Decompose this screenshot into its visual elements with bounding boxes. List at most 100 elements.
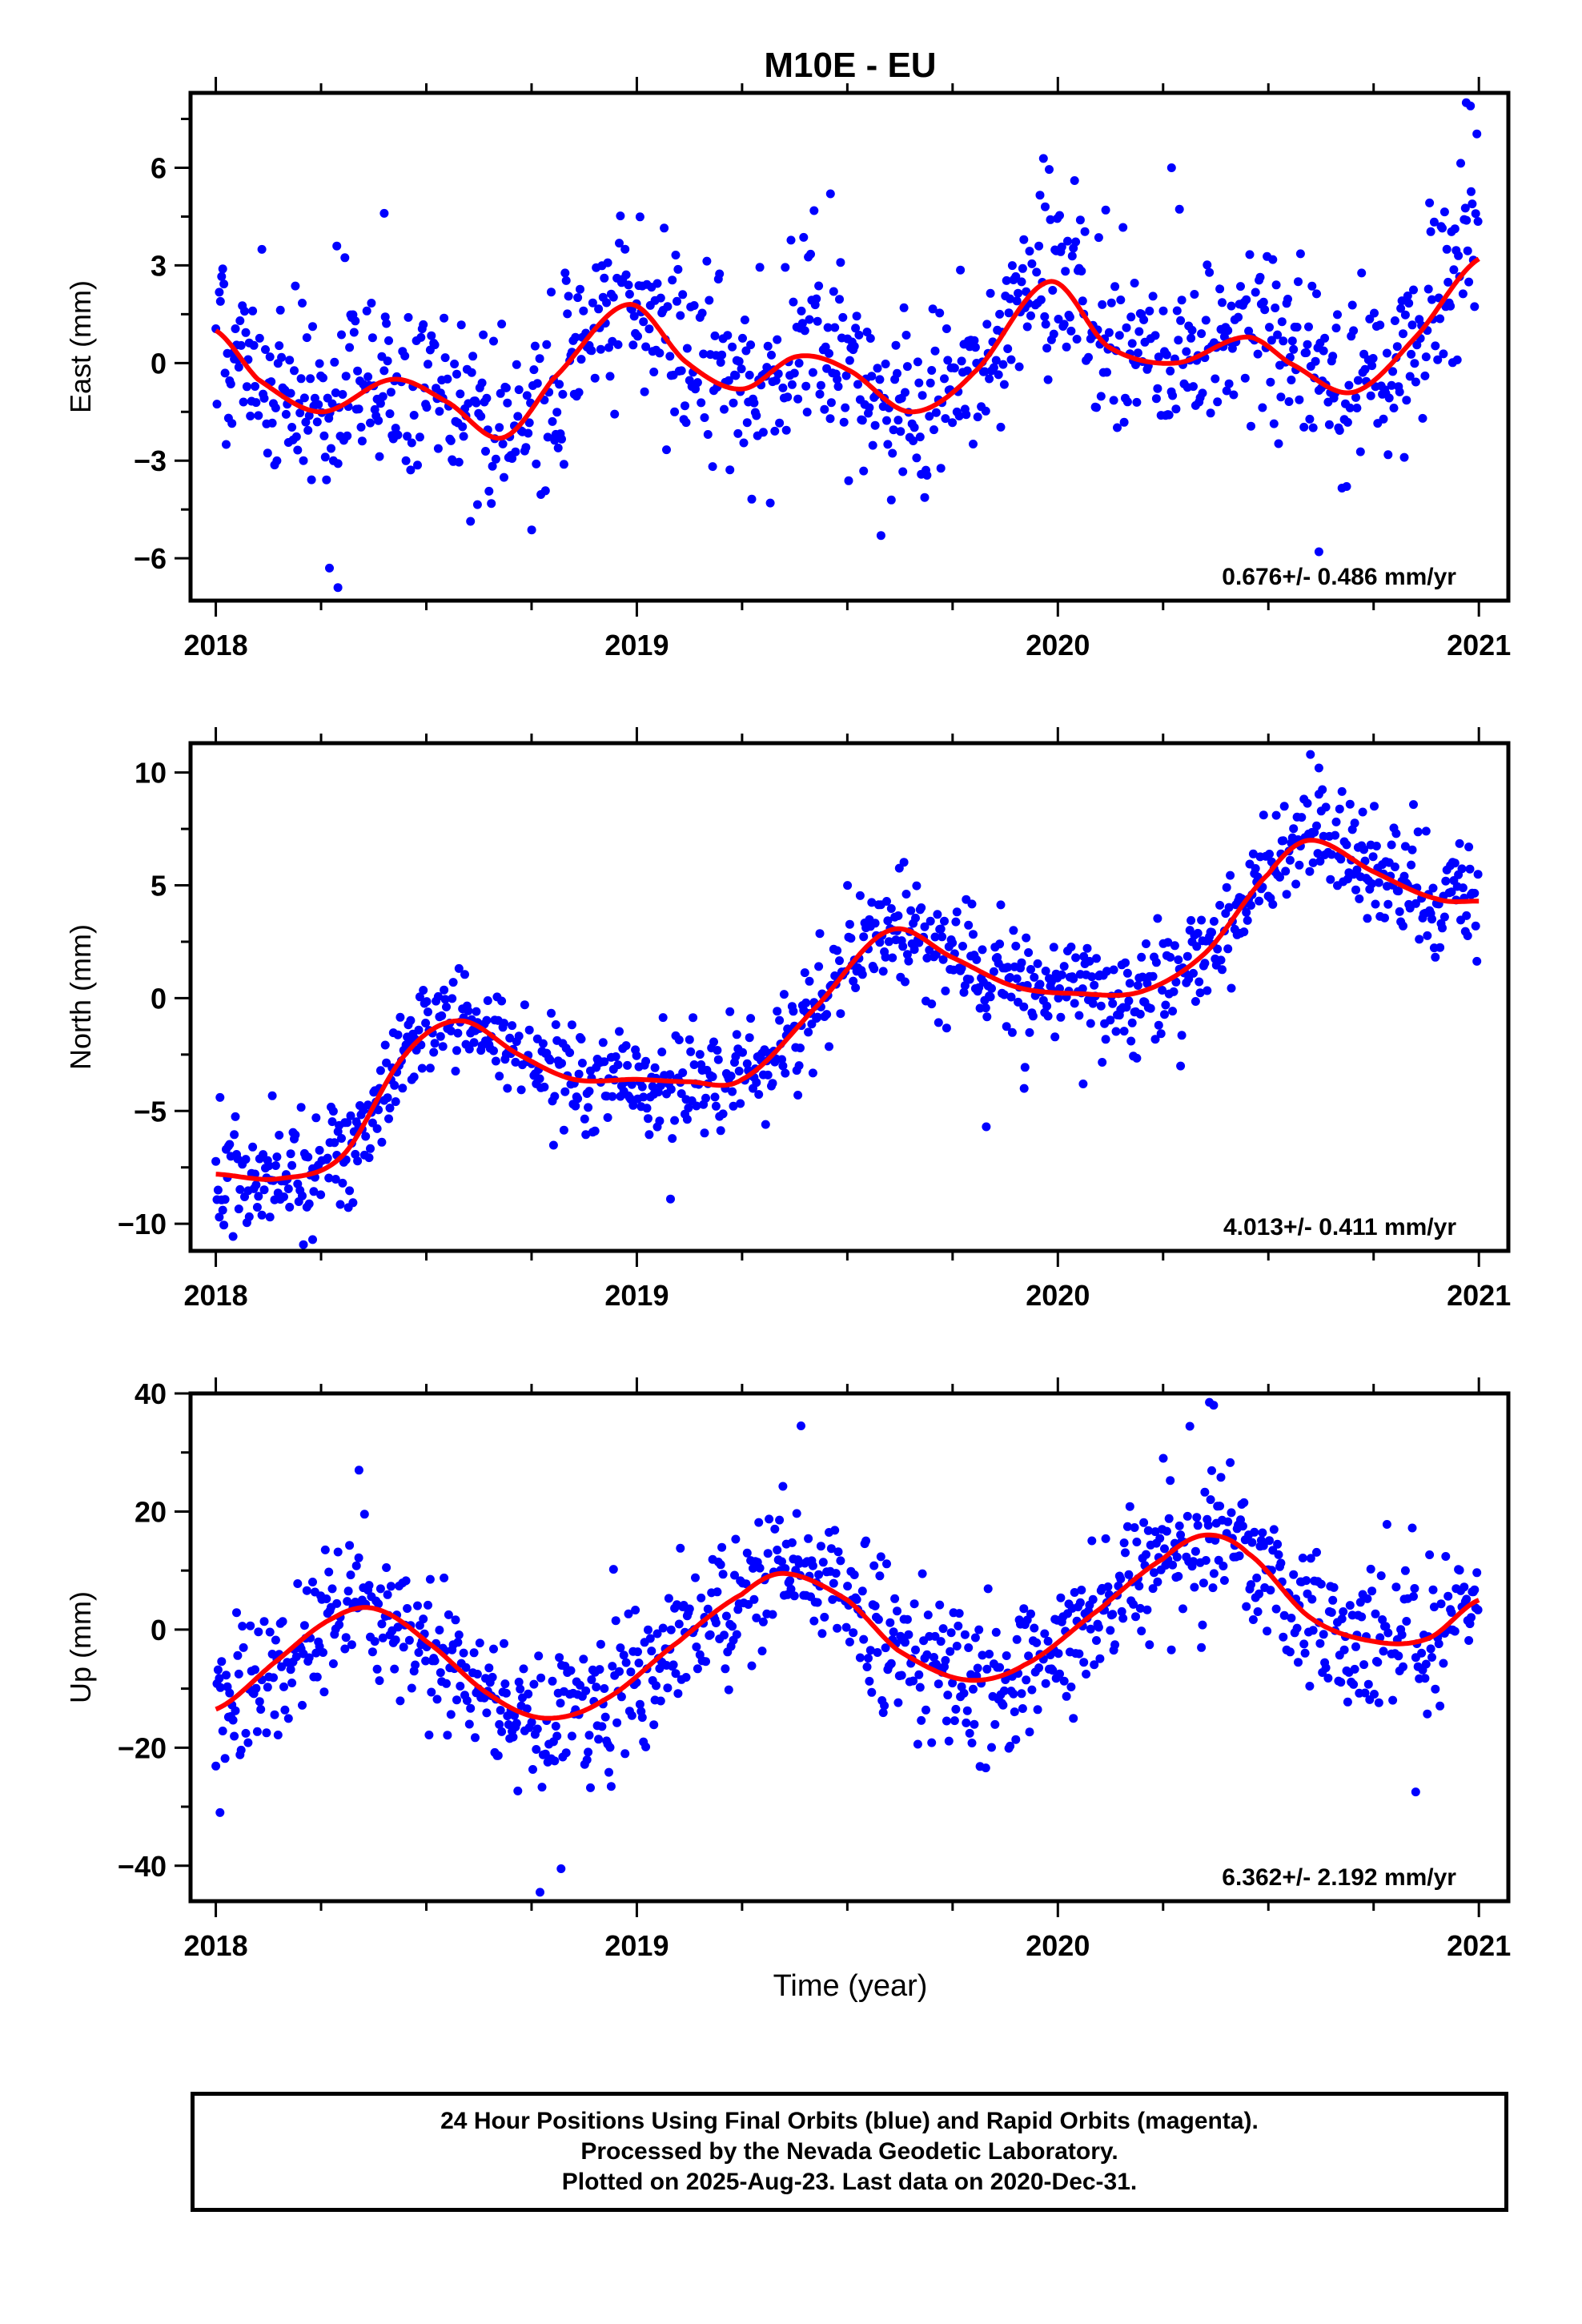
- east-point-721: [1118, 223, 1128, 232]
- north-point-581: [948, 938, 958, 947]
- up-point-844: [1271, 1604, 1281, 1614]
- north-point-109: [351, 1149, 360, 1159]
- east-point-970: [1439, 207, 1449, 217]
- up-point-126: [375, 1584, 385, 1594]
- east-point-791: [1211, 374, 1220, 384]
- north-point-56: [283, 1184, 293, 1193]
- up-point-802: [1219, 1576, 1229, 1585]
- up-point-11: [225, 1688, 235, 1698]
- east-point-425: [747, 494, 757, 504]
- east-point-68: [293, 445, 303, 455]
- up-point-650: [1033, 1705, 1042, 1715]
- east-model-curve: [214, 256, 1480, 441]
- up-point-3: [215, 1674, 224, 1683]
- up-point-121: [370, 1637, 379, 1647]
- east-point-349: [649, 368, 659, 376]
- north-point-856: [1289, 824, 1299, 834]
- north-point-334: [639, 1092, 648, 1102]
- east-point-730: [1130, 279, 1139, 287]
- north-point-393: [713, 1046, 722, 1055]
- up-point-552: [914, 1670, 924, 1679]
- north-point-31: [252, 1203, 262, 1212]
- east-point-981: [1452, 355, 1462, 364]
- east-point-474: [808, 368, 817, 377]
- east-point-300: [587, 346, 596, 356]
- east-point-810: [1234, 312, 1243, 322]
- north-point-884: [1327, 850, 1336, 859]
- north-point-226: [497, 996, 507, 1006]
- east-point-232: [500, 472, 508, 482]
- east-point-560: [914, 378, 924, 388]
- north-point-788: [1203, 986, 1212, 995]
- up-point-456: [792, 1509, 801, 1518]
- east-point-266: [547, 287, 556, 297]
- north-point-468: [808, 1068, 817, 1078]
- east-point-654: [1035, 191, 1045, 200]
- north-point-190: [451, 1067, 460, 1076]
- east-point-621: [995, 309, 1005, 319]
- east-point-495: [833, 382, 843, 392]
- up-point-267: [556, 1699, 565, 1708]
- up-point-589: [959, 1688, 969, 1698]
- east-point-571: [930, 425, 938, 435]
- up-point-977: [1443, 1591, 1453, 1601]
- east-point-208: [468, 352, 478, 361]
- up-point-58: [287, 1679, 297, 1687]
- east-point-158: [403, 432, 412, 441]
- east-point-52: [275, 341, 284, 351]
- up-point-974: [1439, 1659, 1448, 1668]
- north-point-975: [1438, 923, 1447, 933]
- east-point-512: [853, 380, 862, 389]
- east-point-673: [1057, 242, 1066, 251]
- east-point-658: [1040, 312, 1050, 321]
- east-point-5: [218, 264, 227, 274]
- north-point-731: [1132, 1053, 1142, 1063]
- north-point-862: [1297, 813, 1307, 822]
- up-point-969: [1431, 1684, 1440, 1694]
- east-point-972: [1442, 244, 1452, 254]
- east-point-249: [522, 391, 532, 400]
- east-point-66: [291, 281, 300, 291]
- up-point-816: [1238, 1522, 1247, 1531]
- north-point-359: [670, 1116, 680, 1125]
- north-point-105: [346, 1111, 355, 1120]
- up-point-349: [656, 1696, 665, 1706]
- east-point-630: [1006, 294, 1015, 304]
- up-point-33: [252, 1727, 262, 1736]
- up-point-697: [1092, 1636, 1101, 1645]
- up-point-785: [1200, 1487, 1210, 1497]
- east-point-461: [793, 394, 803, 404]
- north-point-167: [421, 1019, 431, 1027]
- north-point-303: [600, 1057, 609, 1067]
- north-point-546: [902, 950, 912, 959]
- north-point-645: [1024, 948, 1034, 957]
- east-point-13: [227, 419, 237, 428]
- north-point-614: [987, 983, 996, 993]
- up-point-1006: [797, 1421, 805, 1430]
- up-point-95: [333, 1547, 343, 1557]
- east-point-447: [773, 369, 783, 379]
- up-point-876: [1312, 1547, 1321, 1557]
- east-point-746: [1151, 394, 1161, 404]
- east-point-899: [1349, 326, 1359, 336]
- north-point-0: [211, 1156, 221, 1166]
- up-point-554: [917, 1715, 926, 1725]
- up-point-525: [881, 1643, 890, 1653]
- east-point-585: [948, 418, 958, 428]
- north-point-544: [901, 977, 909, 987]
- east-point-386: [697, 308, 707, 318]
- north-point-464: [804, 1027, 813, 1037]
- up-point-87: [324, 1567, 334, 1577]
- up-point-0: [211, 1761, 221, 1771]
- east-point-253: [527, 525, 536, 535]
- up-point-144: [399, 1642, 408, 1652]
- east-point-315: [605, 372, 615, 381]
- up-point-98: [340, 1644, 350, 1654]
- north-point-830: [1255, 896, 1264, 906]
- east-point-793: [1213, 397, 1223, 407]
- up-point-418: [742, 1548, 752, 1558]
- up-point-790: [1206, 1495, 1215, 1505]
- east-point-680: [1065, 312, 1074, 322]
- north-ytick-label-0: −10: [118, 1208, 167, 1240]
- up-y-axis-label: Up (mm): [64, 1591, 97, 1703]
